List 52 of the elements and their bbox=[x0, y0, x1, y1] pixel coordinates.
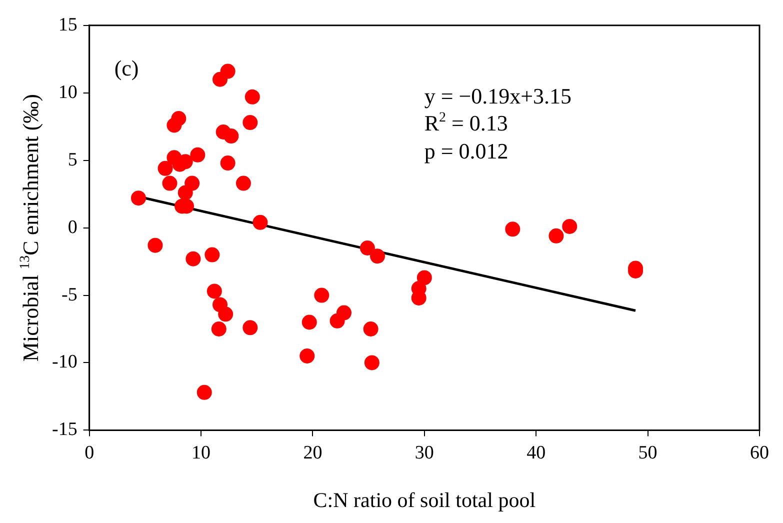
point bbox=[130, 190, 146, 206]
x-tick-label: 40 bbox=[526, 442, 546, 464]
x-tick-label: 20 bbox=[303, 442, 322, 464]
annotation: y = −0.19x+3.15 bbox=[424, 83, 572, 108]
y-tick-label: 5 bbox=[68, 149, 78, 170]
point bbox=[505, 222, 520, 237]
point bbox=[360, 240, 375, 256]
point bbox=[548, 228, 564, 244]
x-tick-label: 10 bbox=[192, 442, 211, 464]
annotation: (c) bbox=[114, 55, 139, 80]
point bbox=[370, 248, 385, 264]
point bbox=[244, 89, 260, 104]
point bbox=[162, 176, 178, 191]
point bbox=[204, 247, 220, 262]
point bbox=[314, 288, 330, 303]
x-axis-title: C:N ratio of soil total pool bbox=[313, 488, 536, 512]
x-tick-label: 30 bbox=[414, 442, 434, 464]
point bbox=[242, 115, 258, 130]
x-tick-label: 60 bbox=[750, 442, 769, 464]
point bbox=[242, 320, 258, 336]
point bbox=[148, 238, 163, 253]
point bbox=[220, 156, 236, 171]
point bbox=[158, 160, 173, 176]
point bbox=[252, 214, 268, 230]
point bbox=[336, 305, 352, 320]
point bbox=[186, 251, 201, 266]
y-tick-label: -10 bbox=[52, 352, 78, 373]
point bbox=[171, 111, 186, 126]
annotation: p = 0.012 bbox=[424, 138, 508, 164]
point bbox=[562, 218, 578, 234]
point bbox=[363, 322, 378, 336]
x-tick-label: 0 bbox=[84, 442, 94, 464]
y-axis-title: Microbial 13C enrichment (‰) bbox=[18, 94, 43, 362]
y-tick-label: 0 bbox=[68, 216, 78, 238]
y-tick-label: -5 bbox=[62, 284, 78, 306]
point bbox=[190, 147, 206, 162]
point bbox=[218, 306, 234, 322]
point bbox=[224, 128, 239, 144]
point bbox=[220, 64, 236, 79]
point bbox=[196, 384, 212, 400]
point bbox=[416, 270, 432, 286]
y-tick-label: 10 bbox=[58, 82, 78, 103]
y-tick-label: 15 bbox=[58, 14, 78, 36]
point bbox=[184, 176, 200, 191]
point bbox=[236, 176, 251, 191]
point bbox=[364, 355, 380, 370]
point bbox=[211, 322, 226, 336]
point bbox=[206, 284, 222, 299]
x-tick-label: 50 bbox=[638, 442, 658, 464]
point bbox=[302, 314, 317, 330]
y-tick-label: -15 bbox=[52, 419, 78, 440]
point bbox=[300, 348, 315, 364]
